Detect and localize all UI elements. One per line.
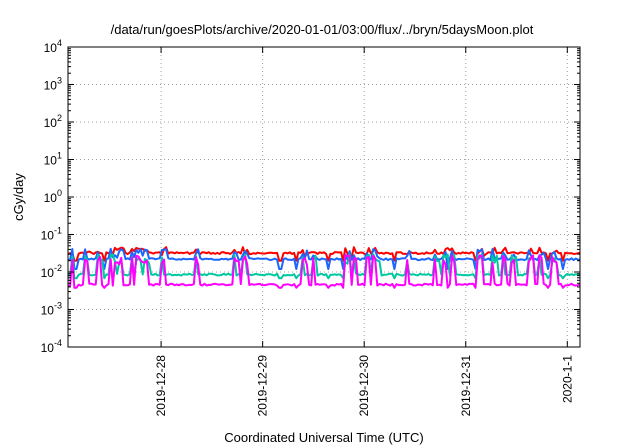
chart-title: /data/run/goesPlots/archive/2020-01-01/0…	[111, 22, 534, 37]
y-tick-label: 104	[44, 38, 62, 55]
x-axis-label: Coordinated Universal Time (UTC)	[224, 430, 423, 445]
y-axis-label: cGy/day	[11, 173, 26, 221]
y-tick-label: 10-1	[41, 226, 62, 243]
y-tick-label: 10-2	[41, 263, 62, 280]
x-tick-label: 2019-12-30	[357, 355, 371, 417]
y-tick-label: 103	[44, 76, 62, 93]
x-tick-label: 2019-12-29	[256, 355, 270, 417]
x-tick-label: 2020-1-1	[560, 355, 574, 403]
x-tick-label: 2019-12-31	[459, 355, 473, 417]
series-line	[67, 246, 581, 262]
x-axis: 2019-12-28 2019-12-29 2019-12-30 2019-12-31…	[154, 47, 574, 416]
y-tick-label: 10-4	[41, 338, 62, 355]
y-tick-label: 100	[44, 188, 62, 205]
x-tick-label: 2019-12-28	[154, 355, 168, 417]
grid	[68, 47, 580, 347]
y-axis: 10-4 10-3 10-2 10-1 100 101 102 103 104	[41, 38, 580, 355]
series-group	[67, 246, 581, 289]
y-tick-label: 101	[44, 151, 62, 168]
series-line	[68, 254, 581, 289]
y-tick-label: 10-3	[41, 301, 62, 318]
series-line	[67, 247, 581, 270]
y-tick-label: 102	[44, 113, 62, 130]
series-line	[67, 253, 581, 280]
